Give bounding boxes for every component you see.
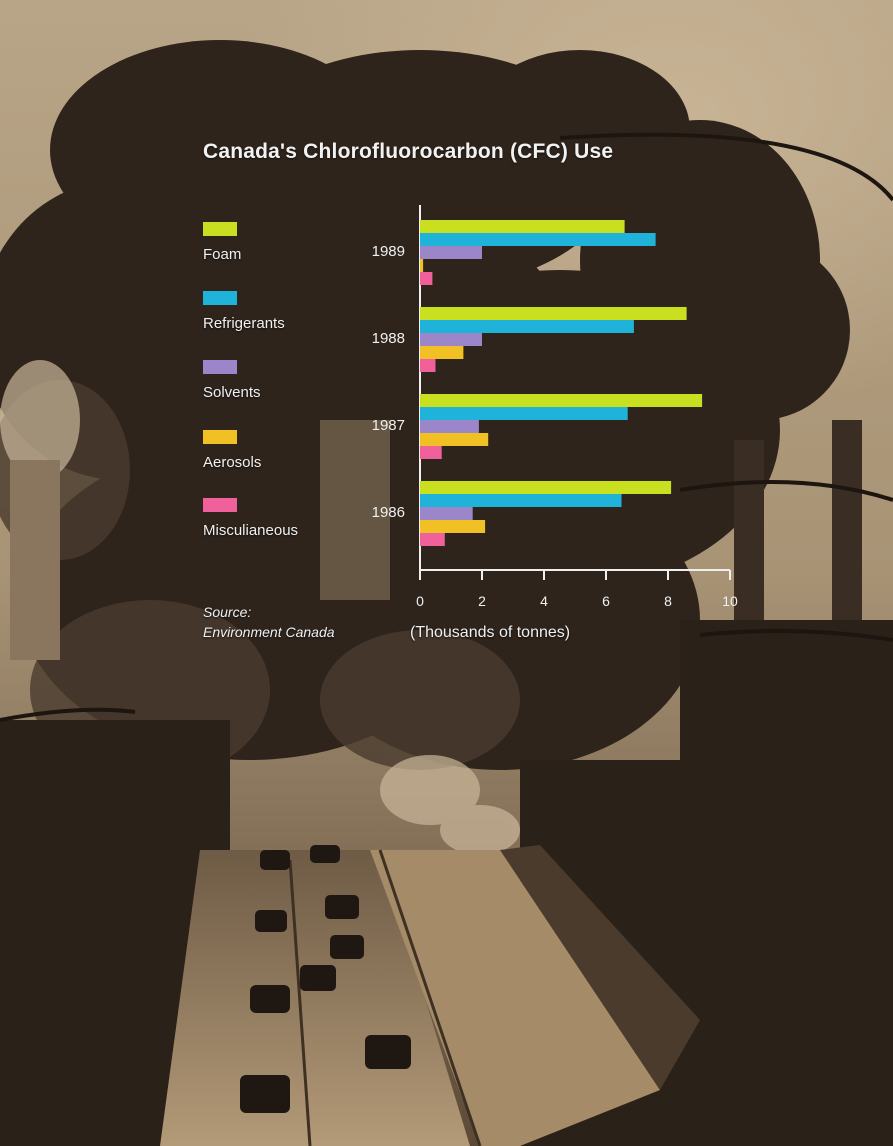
category-label-1988: 1988	[372, 330, 405, 347]
legend-swatch-refrigerants	[203, 291, 237, 305]
bar-refrigerants-1989	[420, 233, 656, 246]
bar-solvents-1989	[420, 246, 482, 259]
legend-item-foam: Foam	[203, 222, 363, 263]
legend-item-miscellaneous: Misculianeous	[203, 498, 363, 539]
x-tick-label: 8	[664, 593, 672, 609]
legend-label-refrigerants: Refrigerants	[203, 315, 285, 332]
bar-misculianeous-1986	[420, 533, 445, 546]
legend-label-solvents: Solvents	[203, 384, 261, 401]
bar-aerosols-1987	[420, 433, 489, 446]
bar-aerosols-1989	[420, 259, 424, 272]
bar-refrigerants-1988	[420, 320, 634, 333]
bar-solvents-1987	[420, 420, 479, 433]
x-axis-label: (Thousands of tonnes)	[410, 624, 571, 641]
bar-refrigerants-1986	[420, 494, 622, 507]
legend-item-refrigerants: Refrigerants	[203, 291, 363, 332]
legend-swatch-foam	[203, 222, 237, 236]
bar-solvents-1988	[420, 333, 482, 346]
x-tick-label: 0	[416, 593, 424, 609]
legend-item-solvents: Solvents	[203, 360, 363, 401]
x-tick-label: 4	[540, 593, 548, 609]
bar-aerosols-1988	[420, 346, 464, 359]
bar-foam-1987	[420, 394, 703, 407]
bar-misculianeous-1987	[420, 446, 442, 459]
source-note: Source: Environment Canada	[203, 602, 335, 642]
category-label-1987: 1987	[372, 417, 405, 434]
legend-item-aerosols: Aerosols	[203, 430, 363, 471]
legend-label-aerosols: Aerosols	[203, 454, 262, 471]
legend-label-foam: Foam	[203, 246, 242, 263]
legend-label-miscellaneous: Misculianeous	[203, 522, 299, 539]
x-tick-label: 6	[602, 593, 610, 609]
x-tick-label: 2	[478, 593, 486, 609]
bar-refrigerants-1987	[420, 407, 628, 420]
bar-solvents-1986	[420, 507, 473, 520]
legend-swatch-solvents	[203, 360, 237, 374]
bar-misculianeous-1989	[420, 272, 433, 285]
chart-title: Canada's Chlorofluorocarbon (CFC) Use	[203, 140, 614, 163]
bar-foam-1988	[420, 307, 687, 320]
bar-foam-1989	[420, 220, 625, 233]
category-label-1989: 1989	[372, 243, 405, 260]
bar-misculianeous-1988	[420, 359, 436, 372]
legend-swatch-miscellaneous	[203, 498, 237, 512]
source-name: Environment Canada	[203, 624, 335, 640]
bar-foam-1986	[420, 481, 672, 494]
x-tick-label: 10	[722, 593, 738, 609]
legend-swatch-aerosols	[203, 430, 237, 444]
bar-aerosols-1986	[420, 520, 486, 533]
category-label-1986: 1986	[372, 504, 405, 521]
source-label: Source:	[203, 604, 252, 620]
